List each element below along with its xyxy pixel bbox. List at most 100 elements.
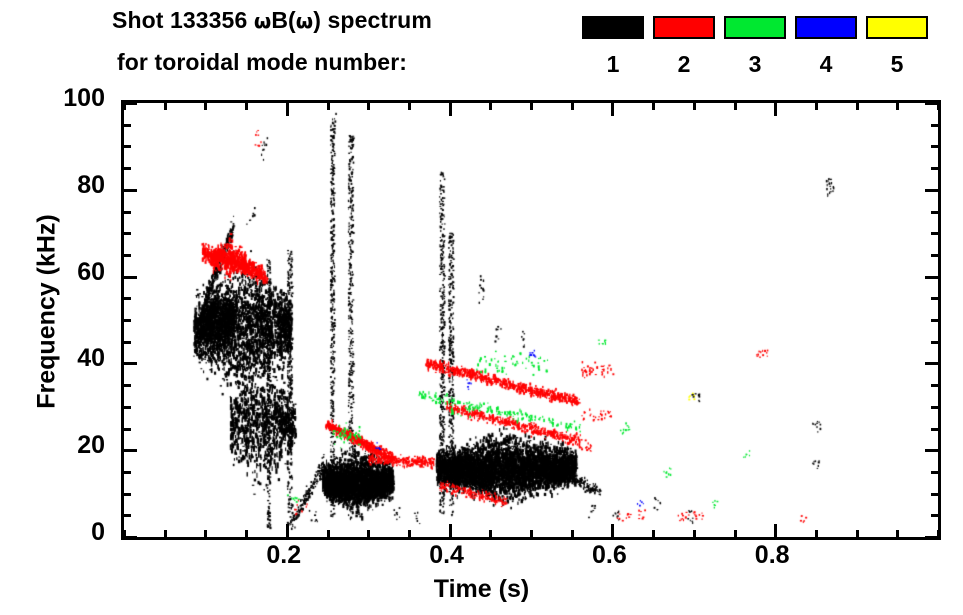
- x-axis-title: Time (s): [433, 575, 530, 603]
- y-tick: [124, 167, 131, 171]
- page-subtitle: for toroidal mode number:: [117, 49, 407, 75]
- x-tick: [570, 530, 574, 537]
- x-tick: [245, 103, 249, 110]
- y-tick: [925, 362, 938, 366]
- x-tick: [163, 103, 167, 110]
- x-tick: [407, 530, 411, 537]
- y-tick: [925, 275, 938, 279]
- y-tick: [931, 514, 938, 518]
- y-tick: [124, 123, 131, 127]
- y-tick: [124, 492, 131, 496]
- x-tick: [652, 103, 656, 110]
- y-tick: [124, 384, 131, 388]
- x-tick: [245, 530, 249, 537]
- x-tick-label: 0.4: [429, 541, 464, 569]
- y-tick: [925, 102, 938, 105]
- title-spectrum-text: ) spectrum: [313, 7, 432, 33]
- x-tick: [814, 530, 818, 537]
- x-tick: [123, 530, 126, 537]
- y-tick: [925, 449, 938, 453]
- y-tick: [931, 319, 938, 322]
- legend-swatch-3: [724, 16, 786, 39]
- y-tick-label: 20: [77, 431, 105, 460]
- page-title: Shot 133356 ωB(ω) spectrum: [112, 7, 432, 34]
- y-axis-title: Frequency (kHz): [32, 214, 61, 409]
- x-tick: [692, 530, 696, 537]
- y-tick: [124, 253, 131, 257]
- y-tick: [124, 427, 131, 431]
- x-tick: [652, 530, 656, 537]
- legend-label-3: 3: [748, 51, 762, 77]
- x-tick: [937, 103, 940, 110]
- plot-area: [121, 100, 941, 540]
- y-tick-label: 0: [91, 518, 105, 546]
- x-tick: [285, 103, 289, 116]
- x-tick: [530, 530, 533, 537]
- y-tick: [124, 340, 131, 344]
- y-tick-label: 40: [77, 344, 105, 373]
- y-tick-label: 80: [77, 170, 105, 199]
- x-tick: [896, 530, 900, 537]
- y-tick: [124, 232, 131, 236]
- x-tick: [448, 103, 452, 116]
- x-tick-label: 0.6: [592, 541, 627, 569]
- legend-label-1: 1: [606, 51, 620, 77]
- legend-label-4: 4: [819, 51, 833, 77]
- legend-swatch-1: [582, 16, 644, 39]
- x-tick: [733, 530, 737, 537]
- title-b-text: B(: [271, 7, 296, 33]
- y-tick: [124, 449, 137, 453]
- y-tick: [124, 210, 131, 214]
- x-tick: [937, 530, 940, 537]
- omega-symbol-2: ω: [295, 9, 314, 33]
- y-tick: [124, 319, 131, 322]
- y-tick: [931, 167, 938, 171]
- y-tick: [124, 275, 137, 279]
- y-tick: [931, 427, 938, 431]
- x-tick: [367, 530, 371, 537]
- x-tick: [326, 103, 330, 110]
- x-tick: [448, 524, 452, 537]
- x-tick: [285, 524, 289, 537]
- x-tick: [489, 530, 493, 537]
- x-tick: [611, 103, 615, 116]
- x-tick: [489, 103, 493, 110]
- y-tick: [931, 470, 938, 474]
- y-tick: [931, 145, 938, 149]
- x-tick-label: 0.8: [754, 541, 790, 569]
- y-tick: [931, 253, 938, 257]
- y-tick: [925, 536, 938, 539]
- y-tick: [124, 102, 137, 105]
- y-tick: [931, 123, 938, 127]
- legend-swatch-5: [866, 16, 928, 39]
- legend-label-2: 2: [677, 51, 691, 77]
- x-tick: [123, 103, 126, 110]
- y-tick: [124, 188, 137, 192]
- y-tick-label: 60: [77, 257, 105, 286]
- x-tick: [163, 530, 167, 537]
- legend-label-5: 5: [890, 51, 904, 77]
- legend-swatch-4: [795, 16, 857, 39]
- x-tick: [204, 103, 208, 110]
- y-tick: [931, 384, 938, 388]
- y-tick: [124, 470, 131, 474]
- x-tick: [855, 530, 859, 537]
- x-tick: [367, 103, 371, 110]
- x-tick: [326, 530, 330, 537]
- x-tick: [774, 103, 778, 116]
- y-tick: [124, 405, 131, 409]
- y-tick: [124, 362, 137, 366]
- y-tick: [931, 232, 938, 236]
- x-tick: [814, 103, 818, 110]
- x-tick: [530, 103, 533, 110]
- y-tick: [931, 492, 938, 496]
- legend-swatch-2: [653, 16, 715, 39]
- legend: 1 2 3 4 5: [0, 0, 963, 95]
- y-tick: [124, 297, 131, 301]
- x-tick: [570, 103, 574, 110]
- y-tick: [931, 210, 938, 214]
- title-shot-text: Shot 133356: [112, 7, 254, 33]
- x-tick: [611, 524, 615, 537]
- y-tick: [124, 536, 137, 539]
